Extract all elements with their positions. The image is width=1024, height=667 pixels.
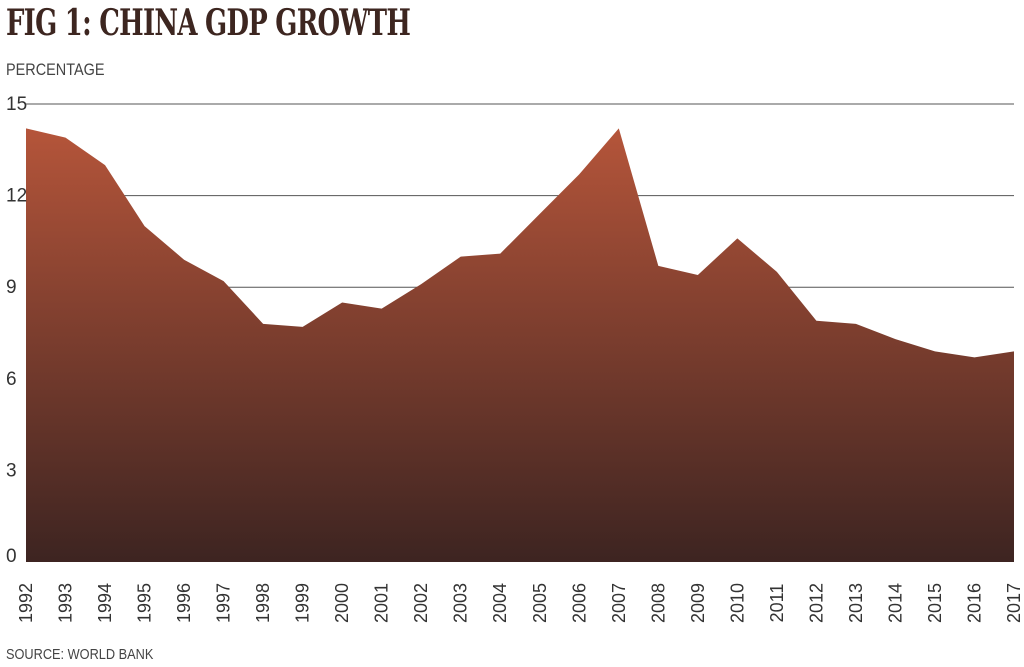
x-tick-label: 2005 — [530, 583, 550, 623]
chart-source: SOURCE: WORLD BANK — [6, 646, 154, 663]
x-tick-label: 2000 — [332, 583, 352, 623]
y-tick-label: 0 — [6, 546, 17, 567]
x-tick-label: 2016 — [964, 583, 984, 623]
x-tick-label: 1999 — [293, 583, 313, 623]
x-tick-label: 2002 — [411, 583, 431, 623]
x-tick-label: 2017 — [1004, 583, 1024, 623]
x-tick-label: 2001 — [372, 583, 392, 623]
x-tick-label: 2014 — [885, 583, 905, 623]
x-tick-label: 2004 — [490, 583, 510, 623]
x-tick-label: 2011 — [767, 584, 787, 623]
x-tick-label: 1995 — [135, 583, 155, 623]
y-tick-label: 6 — [6, 369, 17, 390]
x-tick-label: 2006 — [569, 583, 589, 623]
x-tick-label: 1993 — [56, 583, 76, 623]
y-axis-ticks: 0 3 6 9 12 15 — [6, 94, 27, 567]
x-tick-label: 2009 — [688, 583, 708, 623]
y-tick-label: 15 — [6, 94, 27, 115]
x-tick-label: 2003 — [451, 583, 471, 623]
chart-subtitle: PERCENTAGE — [6, 60, 105, 79]
y-tick-label: 9 — [6, 277, 17, 298]
x-tick-label: 2007 — [609, 583, 629, 623]
x-tick-label: 2013 — [846, 583, 866, 623]
y-tick-label: 3 — [6, 460, 17, 481]
chart-title: FIG 1: CHINA GDP GROWTH — [6, 2, 411, 44]
x-tick-label: 2010 — [727, 583, 747, 623]
x-tick-label: 1994 — [95, 583, 115, 623]
y-tick-label: 12 — [6, 186, 27, 207]
x-tick-label: 1992 — [16, 583, 36, 623]
x-tick-label: 1997 — [214, 583, 234, 623]
x-axis-ticks: 1992 1993 1994 1995 1996 1997 1998 1999 2000 2001… — [16, 583, 1024, 623]
x-tick-label: 1998 — [253, 583, 273, 623]
gdp-growth-area — [26, 128, 1014, 562]
x-tick-label: 1996 — [174, 583, 194, 623]
x-tick-label: 2008 — [648, 583, 668, 623]
x-tick-label: 2012 — [806, 583, 826, 623]
x-tick-label: 2015 — [925, 583, 945, 623]
area-series — [26, 128, 1014, 562]
